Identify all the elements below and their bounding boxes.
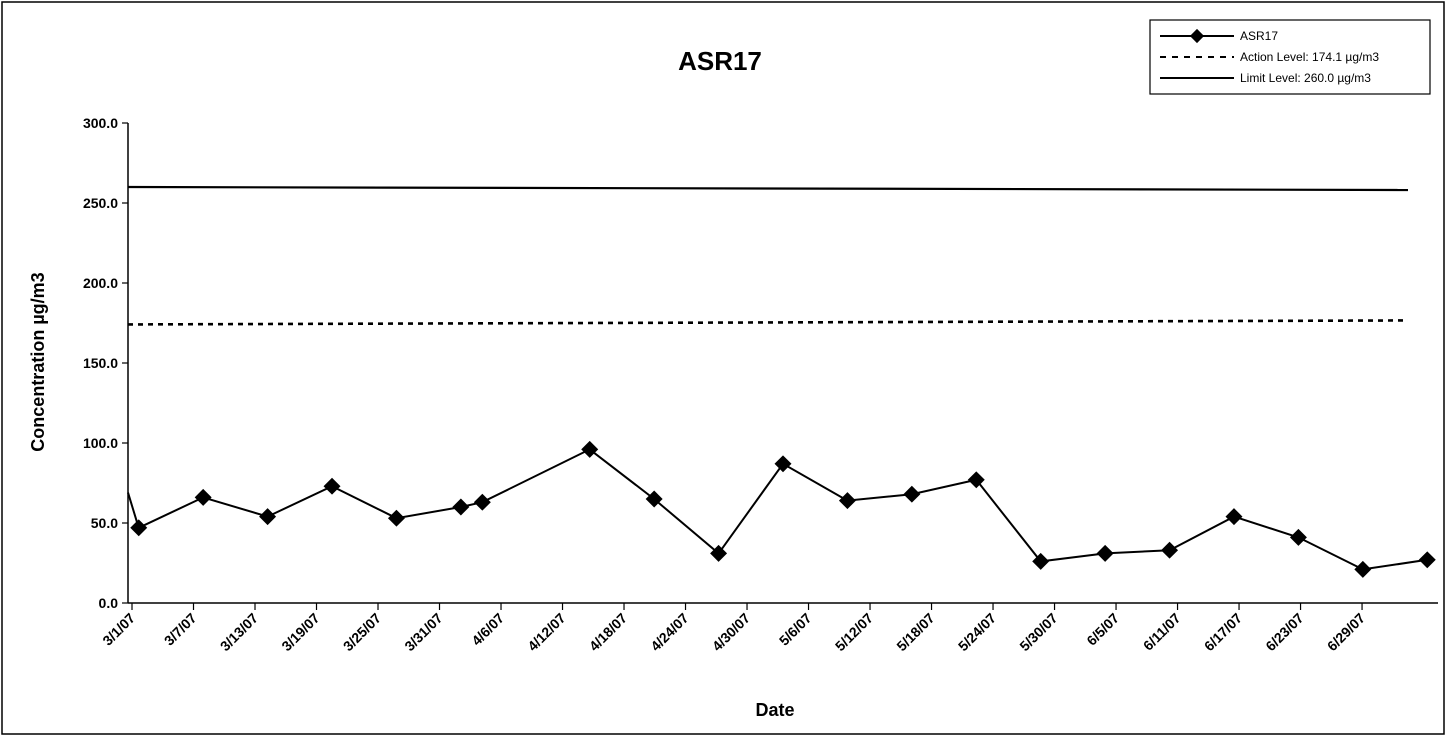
legend-label-limit-level: Limit Level: 260.0 µg/m3 — [1240, 71, 1371, 85]
asr17-data-point — [1032, 552, 1050, 570]
y-axis-title: Concentration µg/m3 — [28, 272, 48, 451]
asr17-data-point — [838, 492, 856, 510]
y-tick-label: 0.0 — [99, 595, 119, 611]
asr17-data-point — [1354, 560, 1372, 578]
asr17-data-point — [967, 471, 985, 489]
asr17-data-point — [323, 477, 341, 495]
asr17-data-point — [1161, 541, 1179, 559]
y-tick-label: 200.0 — [83, 275, 118, 291]
action-level-line — [127, 319, 1409, 326]
asr17-data-point — [194, 488, 212, 506]
asr17-data-point — [1096, 544, 1114, 562]
legend-label-asr17: ASR17 — [1240, 29, 1278, 43]
asr17-data-point — [645, 490, 663, 508]
asr17-data-point — [452, 498, 470, 516]
asr17-data-point — [581, 440, 599, 458]
y-tick-label: 100.0 — [83, 435, 118, 451]
legend: ASR17 Action Level: 174.1 µg/m3 Limit Le… — [1149, 19, 1431, 95]
asr17-data-point — [903, 485, 921, 503]
chart-title: ASR17 — [678, 46, 762, 76]
asr17-data-point — [1418, 551, 1436, 569]
limit-level-line — [127, 185, 1409, 192]
legend-marker-diamond — [1189, 28, 1205, 44]
asr17-data-point — [710, 544, 728, 562]
asr17-data-point — [1289, 528, 1307, 546]
legend-label-action-level: Action Level: 174.1 µg/m3 — [1240, 50, 1379, 64]
asr17-series-line — [127, 448, 1428, 571]
y-tick-label: 300.0 — [83, 115, 118, 131]
asr17-data-point — [473, 493, 491, 511]
y-tick-label: 250.0 — [83, 195, 118, 211]
y-tick-label: 50.0 — [91, 515, 118, 531]
y-tick-label: 150.0 — [83, 355, 118, 371]
asr17-data-point — [387, 509, 405, 527]
asr17-data-point — [130, 519, 148, 537]
asr17-data-point — [774, 455, 792, 473]
x-axis-title: Date — [755, 700, 794, 720]
